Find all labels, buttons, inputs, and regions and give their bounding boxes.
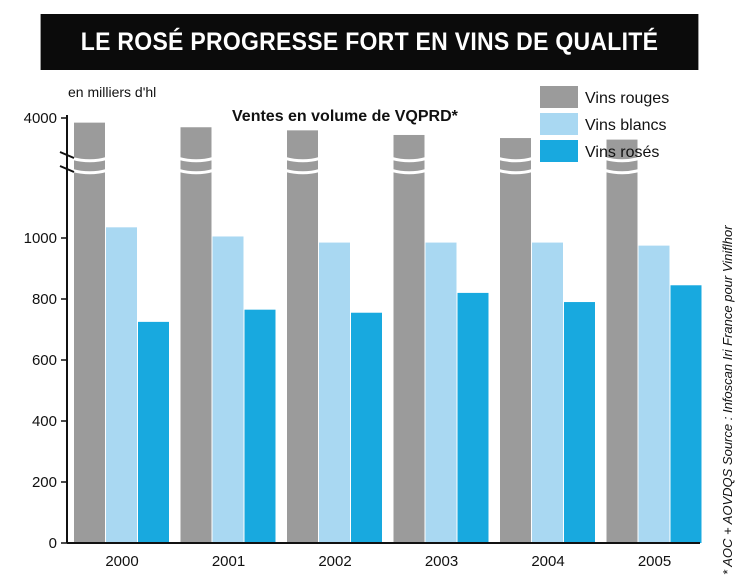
bar-vins-rouges-2000: [74, 122, 105, 544]
x-tick-label-2004: 2004: [531, 553, 564, 570]
bar-vins-blancs-2005: [638, 245, 670, 543]
x-ticks-layer: 2000 2001 2002 2003 2004 2005: [105, 553, 671, 570]
bar-vins-blancs-2001: [212, 236, 244, 543]
legend: Vins rouges Vins blancs Vins rosés: [540, 86, 669, 162]
bar-vins-blancs-2003: [425, 242, 457, 543]
y-tick-label-400: 400: [32, 413, 57, 430]
x-tick-label-2002: 2002: [318, 553, 351, 570]
bar-vins-rouges-2004: [500, 138, 531, 543]
legend-label-1: Vins blancs: [585, 117, 667, 134]
bar-break-mark-lower-2004: [497, 168, 534, 175]
y-tick-label-4000: 4000: [24, 110, 57, 127]
legend-swatch-1: [540, 113, 578, 135]
bar-break-mark-lower-2005: [604, 168, 640, 175]
bar-vins-roses-2000: [138, 321, 169, 543]
bar-break-mark-lower-2001: [178, 168, 214, 175]
y-ticks-layer: 0 200 400 600 800 1000 4000: [24, 110, 67, 552]
bar-vins-roses-2005: [670, 285, 702, 543]
bar-break-mark-2004: [497, 156, 534, 163]
chart-title-banner: LE ROSÉ PROGRESSE FORT EN VINS DE QUALIT…: [40, 14, 699, 70]
bar-break-mark-lower-2000: [71, 168, 108, 175]
legend-swatch-0: [540, 86, 578, 108]
x-tick-label-2003: 2003: [425, 553, 458, 570]
bar-vins-blancs-2000: [106, 227, 137, 543]
bar-vins-rouges-2003: [393, 134, 425, 544]
x-tick-label-2000: 2000: [105, 553, 138, 570]
bar-break-mark-2000: [71, 156, 108, 163]
x-tick-label-2005: 2005: [638, 553, 671, 570]
legend-label-0: Vins rouges: [585, 90, 669, 107]
bar-vins-roses-2001: [244, 309, 276, 543]
chart-title: LE ROSÉ PROGRESSE FORT EN VINS DE QUALIT…: [80, 27, 659, 56]
bar-vins-roses-2004: [564, 302, 595, 543]
bar-vins-blancs-2004: [532, 242, 563, 543]
y-tick-label-200: 200: [32, 474, 57, 491]
y-tick-label-800: 800: [32, 291, 57, 308]
bars-layer: [71, 122, 702, 544]
y-tick-label-600: 600: [32, 352, 57, 369]
axes-layer: [59, 115, 700, 544]
bar-vins-roses-2003: [457, 292, 489, 543]
x-tick-label-2001: 2001: [212, 553, 245, 570]
bar-break-mark-lower-2002: [284, 168, 321, 175]
legend-swatch-2: [540, 140, 578, 162]
axis-break-mark: [59, 151, 75, 173]
bar-vins-rouges-2001: [180, 127, 212, 544]
bar-vins-roses-2002: [351, 312, 382, 543]
bar-break-mark-2001: [178, 156, 214, 163]
source-note: * AOC + AOVDQS Source : Infoscan Iri Fra…: [720, 225, 735, 575]
chart-subtitle: Ventes en volume de VQPRD*: [232, 108, 459, 125]
bar-vins-rouges-2005: [606, 139, 638, 543]
bar-vins-blancs-2002: [319, 242, 350, 543]
y-tick-label-0: 0: [49, 535, 57, 552]
bar-vins-rouges-2002: [287, 130, 318, 543]
y-axis-unit-label: en milliers d'hl: [68, 84, 156, 100]
legend-label-2: Vins rosés: [585, 144, 659, 161]
y-tick-label-1000: 1000: [24, 230, 57, 247]
bar-break-mark-lower-2003: [391, 168, 427, 175]
bar-break-mark-2003: [391, 156, 427, 163]
bar-break-mark-2005: [604, 156, 640, 163]
bar-break-mark-2002: [284, 156, 321, 163]
